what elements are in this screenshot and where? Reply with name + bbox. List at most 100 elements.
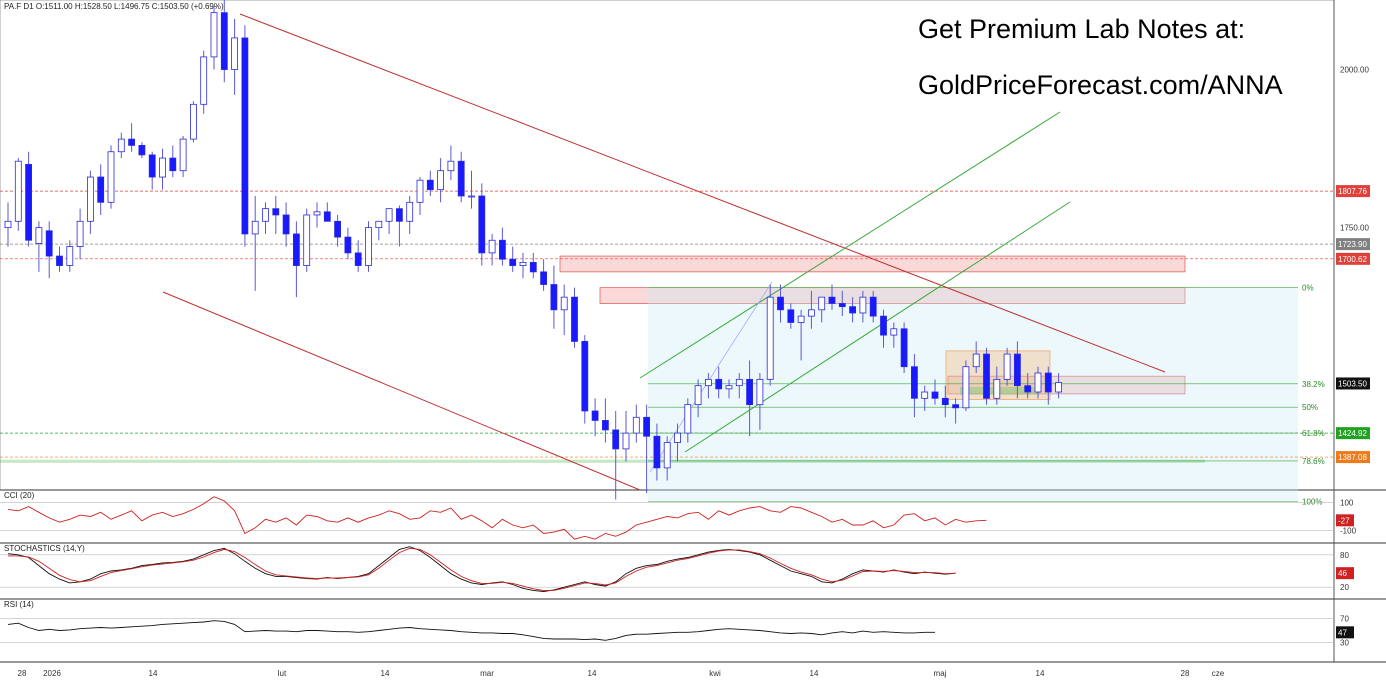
candle bbox=[406, 201, 414, 222]
fib-label: 100% bbox=[1302, 497, 1322, 506]
candle bbox=[334, 220, 342, 238]
candle bbox=[179, 138, 187, 172]
candle bbox=[478, 195, 486, 254]
cci-series-line bbox=[7, 496, 987, 540]
candle bbox=[550, 284, 558, 311]
symbol-header: PA.F D1 O:1511.00 H:1528.50 L:1496.75 C:… bbox=[4, 2, 224, 11]
candle bbox=[705, 378, 712, 387]
x-axis-label: 14 bbox=[149, 669, 158, 678]
candle bbox=[241, 37, 249, 235]
candle bbox=[612, 429, 620, 450]
price-label-box bbox=[1336, 238, 1370, 251]
candle bbox=[818, 296, 826, 311]
rsi-value-box bbox=[1336, 626, 1354, 639]
stochastics-value-label: 46 bbox=[1338, 569, 1347, 578]
candle bbox=[838, 303, 846, 308]
candle bbox=[138, 145, 146, 156]
candle bbox=[365, 227, 372, 266]
candle bbox=[725, 385, 733, 390]
candle bbox=[66, 246, 74, 266]
candle bbox=[262, 208, 269, 222]
candle bbox=[529, 261, 537, 273]
candle bbox=[1024, 385, 1032, 393]
support-band bbox=[0, 459, 1205, 463]
candle bbox=[292, 233, 300, 266]
x-axis-label: 28 bbox=[1181, 669, 1190, 678]
candle bbox=[189, 103, 197, 140]
candle bbox=[200, 56, 208, 105]
price-label: 1700.62 bbox=[1338, 255, 1367, 264]
promo-line-2[interactable]: GoldPriceForecast.com/ANNA bbox=[918, 70, 1283, 100]
candle bbox=[643, 416, 650, 437]
rsi-value-label: 47 bbox=[1338, 628, 1347, 637]
candle bbox=[663, 442, 671, 469]
x-axis-label: 2026 bbox=[43, 669, 61, 678]
price-tick-label: 1750.00 bbox=[1340, 224, 1369, 233]
candle bbox=[931, 391, 939, 399]
x-axis-label: 28 bbox=[18, 669, 27, 678]
candle bbox=[849, 306, 856, 314]
candle bbox=[426, 179, 434, 191]
cci-tick-label: 100 bbox=[1340, 498, 1354, 507]
candle bbox=[1055, 382, 1062, 393]
x-axis-label: mar bbox=[480, 669, 494, 678]
candle bbox=[756, 378, 764, 406]
candle bbox=[251, 220, 259, 235]
candle bbox=[231, 37, 239, 70]
price-label-box bbox=[1336, 252, 1370, 265]
candle bbox=[509, 258, 517, 266]
rsi-tick-label: 30 bbox=[1340, 639, 1349, 648]
x-axis-label: 14 bbox=[588, 669, 597, 678]
stochastics-tick-label: 20 bbox=[1340, 583, 1349, 592]
candle bbox=[581, 341, 589, 412]
x-axis-label: kwi bbox=[709, 669, 721, 678]
x-axis-label: cze bbox=[1212, 669, 1225, 678]
candle bbox=[107, 151, 115, 203]
candle bbox=[890, 328, 898, 336]
cci-value-label: -27 bbox=[1338, 516, 1350, 525]
candle bbox=[591, 410, 599, 421]
cci-value-box bbox=[1336, 514, 1354, 527]
candle bbox=[220, 12, 228, 70]
candle bbox=[941, 397, 949, 406]
candle bbox=[159, 157, 166, 178]
candle bbox=[694, 385, 702, 406]
candle bbox=[282, 214, 290, 235]
rsi-tick-label: 70 bbox=[1340, 614, 1349, 623]
candle bbox=[437, 170, 445, 191]
candle bbox=[447, 160, 455, 172]
candle bbox=[385, 208, 393, 222]
fib-diagonal bbox=[649, 281, 773, 473]
candle bbox=[488, 239, 496, 254]
candle bbox=[962, 366, 970, 409]
candle bbox=[344, 236, 352, 254]
candle bbox=[993, 378, 1001, 399]
candle bbox=[735, 378, 743, 387]
candle bbox=[983, 353, 990, 399]
price-label-box bbox=[1336, 377, 1370, 390]
cci-title: CCI (20) bbox=[4, 491, 35, 500]
candle bbox=[117, 138, 125, 153]
candle bbox=[653, 435, 661, 469]
candle bbox=[35, 227, 43, 244]
stochastics-series-line bbox=[7, 546, 956, 592]
x-axis-label: 14 bbox=[1036, 669, 1045, 678]
fib-label: 0% bbox=[1302, 284, 1314, 293]
x-axis-label: maj bbox=[934, 669, 947, 678]
fib-label: 50% bbox=[1302, 403, 1318, 412]
fib-label: 61.8% bbox=[1302, 429, 1325, 438]
candle bbox=[323, 211, 331, 222]
candle bbox=[97, 176, 105, 203]
candle bbox=[457, 160, 465, 197]
rsi-title: RSI (14) bbox=[4, 600, 34, 609]
candle bbox=[1014, 353, 1021, 387]
price-label-box bbox=[1336, 427, 1370, 440]
candle bbox=[797, 315, 805, 323]
price-tick-label: 2000.00 bbox=[1340, 66, 1369, 75]
candle bbox=[972, 353, 980, 368]
candle bbox=[45, 230, 53, 257]
rsi-series-line bbox=[7, 620, 935, 641]
candle bbox=[900, 328, 908, 368]
price-label: 1723.90 bbox=[1338, 240, 1367, 249]
candle bbox=[128, 138, 136, 146]
